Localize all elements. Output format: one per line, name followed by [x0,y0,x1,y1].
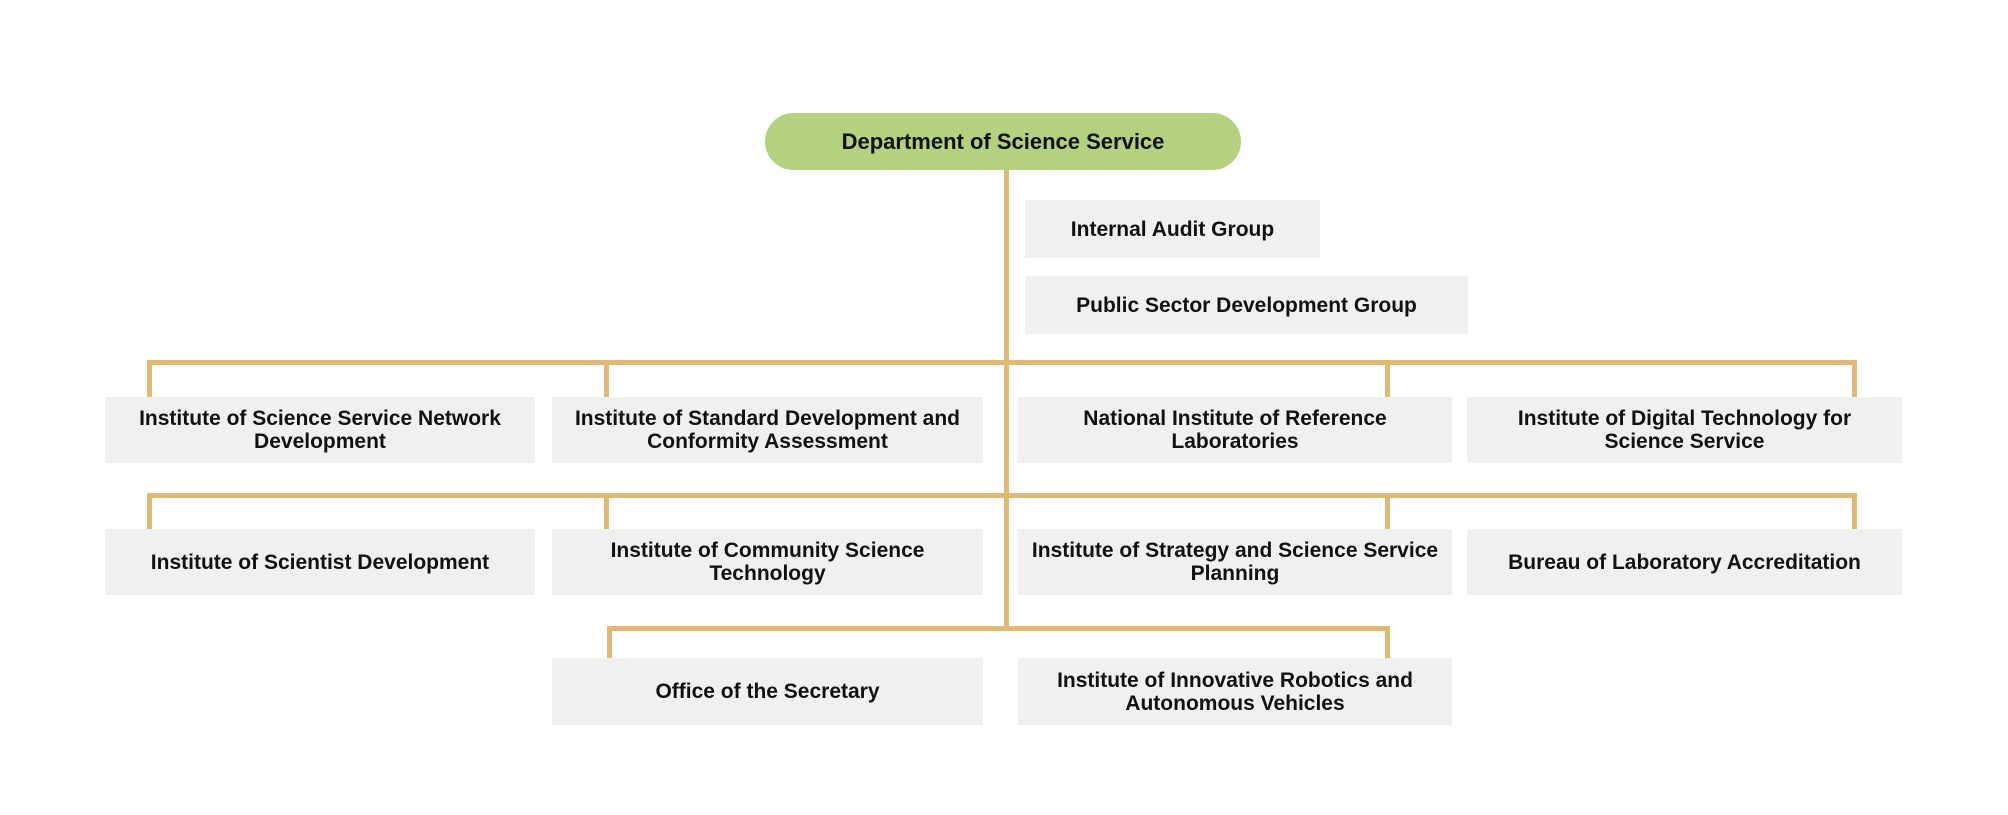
connector-row3-drop-1 [607,626,612,659]
org-node-label: Institute of Science Service Network Dev… [139,407,501,453]
org-node-public-sector-development-group: Public Sector Development Group [1025,276,1468,334]
connector-trunk [1004,170,1009,631]
org-node-internal-audit-group: Internal Audit Group [1025,200,1320,258]
connector-row2-drop-4 [1852,493,1857,530]
org-node-label: Institute of Innovative Robotics and Aut… [1057,668,1413,715]
org-node-national-institute-reference-laboratories: National Institute of Reference Laborato… [1018,397,1452,463]
connector-row1-drop-3 [1385,360,1390,398]
connector-row2-drop-2 [604,493,609,530]
connector-row2-drop-3 [1385,493,1390,530]
org-node-label: Bureau of Laboratory Accreditation [1508,550,1861,574]
org-node-digital-technology-science-service: Institute of Digital Technology for Scie… [1467,397,1902,463]
org-node-label: Public Sector Development Group [1076,293,1417,317]
org-node-bureau-laboratory-accreditation: Bureau of Laboratory Accreditation [1467,529,1902,595]
org-node-office-of-the-secretary: Office of the Secretary [552,658,983,725]
connector-row1-bus [147,360,1857,365]
org-node-innovative-robotics-autonomous-vehicles: Institute of Innovative Robotics and Aut… [1018,658,1452,725]
org-node-strategy-science-service-planning: Institute of Strategy and Science Servic… [1018,529,1452,595]
connector-row2-drop-1 [147,493,152,530]
connector-row3-drop-2 [1385,626,1390,659]
org-node-label: Department of Science Service [841,129,1165,154]
connector-row3-bus [607,626,1390,631]
org-node-label: National Institute of Reference Laborato… [1083,407,1387,453]
connector-row1-drop-1 [147,360,152,398]
org-node-scientist-development: Institute of Scientist Development [105,529,535,595]
org-node-standard-development-conformity-assessment: Institute of Standard Development and Co… [552,397,983,463]
org-node-community-science-technology: Institute of Community Science Technolog… [552,529,983,595]
org-node-label: Institute of Community Science Technolog… [610,539,925,585]
org-node-science-service-network-development: Institute of Science Service Network Dev… [105,397,535,463]
connector-row2-bus [147,493,1857,498]
org-node-label: Institute of Standard Development and Co… [574,407,961,453]
org-node-label: Institute of Digital Technology for Scie… [1517,407,1852,453]
org-node-label: Institute of Strategy and Science Servic… [1031,539,1439,585]
org-node-root: Department of Science Service [765,113,1241,170]
org-node-label: Office of the Secretary [655,680,880,703]
org-node-label: Internal Audit Group [1070,217,1275,241]
connector-row1-drop-4 [1852,360,1857,398]
org-node-label: Institute of Scientist Development [150,550,490,574]
connector-row1-drop-2 [604,360,609,398]
